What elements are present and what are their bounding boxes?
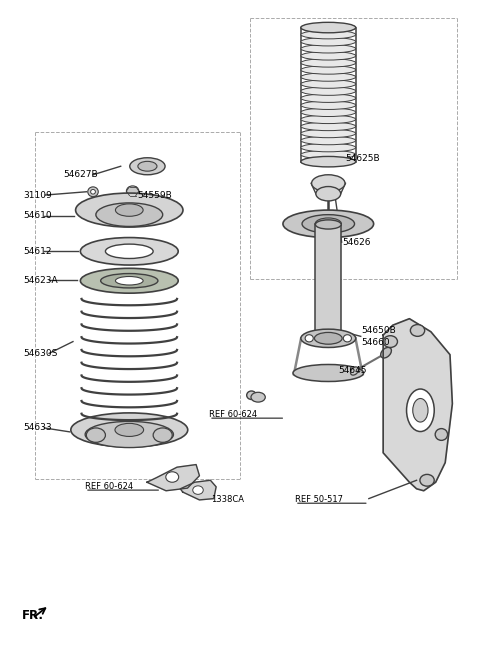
Ellipse shape: [301, 156, 356, 167]
Ellipse shape: [86, 428, 106, 442]
Ellipse shape: [305, 334, 313, 342]
Ellipse shape: [315, 218, 341, 230]
Ellipse shape: [101, 273, 158, 288]
Text: 54626: 54626: [343, 238, 371, 246]
Ellipse shape: [91, 189, 96, 194]
Ellipse shape: [251, 392, 265, 402]
Ellipse shape: [138, 162, 157, 171]
Ellipse shape: [88, 187, 98, 196]
Ellipse shape: [116, 204, 143, 216]
Ellipse shape: [315, 337, 341, 346]
Text: REF 60-624: REF 60-624: [85, 482, 133, 491]
Text: REF 60-624: REF 60-624: [209, 411, 257, 419]
Ellipse shape: [407, 389, 434, 432]
Ellipse shape: [301, 101, 356, 110]
Ellipse shape: [301, 94, 356, 102]
Ellipse shape: [301, 66, 356, 74]
Text: 31109: 31109: [23, 191, 52, 200]
Ellipse shape: [85, 421, 173, 447]
Ellipse shape: [301, 136, 356, 145]
Ellipse shape: [301, 45, 356, 53]
Ellipse shape: [153, 428, 172, 442]
Polygon shape: [383, 319, 452, 491]
Text: 54623A: 54623A: [23, 275, 58, 284]
Ellipse shape: [301, 108, 356, 116]
Ellipse shape: [126, 186, 139, 196]
Ellipse shape: [314, 332, 342, 344]
Ellipse shape: [413, 399, 428, 422]
Polygon shape: [147, 464, 199, 491]
Text: 54650B: 54650B: [362, 326, 396, 335]
Text: 54660: 54660: [362, 338, 390, 348]
Ellipse shape: [435, 428, 447, 440]
Text: 54610: 54610: [23, 212, 51, 221]
Ellipse shape: [80, 268, 178, 293]
Ellipse shape: [350, 367, 359, 375]
Ellipse shape: [302, 215, 355, 233]
Ellipse shape: [301, 73, 356, 81]
Ellipse shape: [301, 79, 356, 88]
Text: 54645: 54645: [338, 366, 366, 375]
Ellipse shape: [71, 413, 188, 447]
Ellipse shape: [301, 115, 356, 124]
Text: 54559B: 54559B: [137, 191, 172, 200]
Polygon shape: [180, 480, 216, 500]
Ellipse shape: [166, 472, 179, 482]
Ellipse shape: [96, 203, 163, 227]
Ellipse shape: [130, 158, 165, 175]
Text: FR.: FR.: [22, 608, 43, 622]
Ellipse shape: [193, 486, 203, 494]
Text: 54612: 54612: [23, 247, 51, 256]
Text: 54625B: 54625B: [345, 154, 380, 163]
Ellipse shape: [410, 325, 425, 336]
Ellipse shape: [315, 220, 341, 229]
Bar: [315, 225, 341, 342]
Ellipse shape: [301, 22, 356, 33]
Text: 1338CA: 1338CA: [211, 495, 244, 505]
Ellipse shape: [316, 187, 341, 201]
Ellipse shape: [301, 150, 356, 159]
Ellipse shape: [301, 329, 356, 348]
Ellipse shape: [326, 212, 330, 215]
Ellipse shape: [301, 58, 356, 67]
Ellipse shape: [283, 210, 373, 238]
Ellipse shape: [381, 348, 391, 358]
Ellipse shape: [301, 143, 356, 152]
Ellipse shape: [301, 87, 356, 95]
Ellipse shape: [383, 336, 397, 348]
Ellipse shape: [106, 244, 153, 258]
Ellipse shape: [115, 423, 144, 436]
Ellipse shape: [301, 158, 356, 166]
Ellipse shape: [301, 122, 356, 131]
Text: REF 50-517: REF 50-517: [295, 495, 343, 505]
Ellipse shape: [301, 129, 356, 138]
Ellipse shape: [301, 37, 356, 46]
Text: 54627B: 54627B: [63, 170, 98, 179]
Text: 54633: 54633: [23, 424, 51, 432]
Text: 54630S: 54630S: [23, 349, 57, 358]
Ellipse shape: [116, 277, 143, 285]
Ellipse shape: [293, 365, 364, 382]
Ellipse shape: [343, 334, 351, 342]
Ellipse shape: [301, 51, 356, 60]
Ellipse shape: [301, 23, 356, 32]
Ellipse shape: [80, 238, 178, 265]
Ellipse shape: [312, 175, 345, 192]
Ellipse shape: [420, 474, 434, 486]
Ellipse shape: [301, 30, 356, 39]
Ellipse shape: [247, 391, 256, 399]
Ellipse shape: [75, 193, 183, 227]
